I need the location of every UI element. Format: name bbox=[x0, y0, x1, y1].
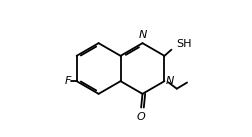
Text: F: F bbox=[65, 76, 71, 86]
Text: O: O bbox=[137, 112, 145, 122]
Text: SH: SH bbox=[176, 39, 192, 49]
Text: N: N bbox=[138, 30, 147, 40]
Text: N: N bbox=[166, 76, 174, 86]
